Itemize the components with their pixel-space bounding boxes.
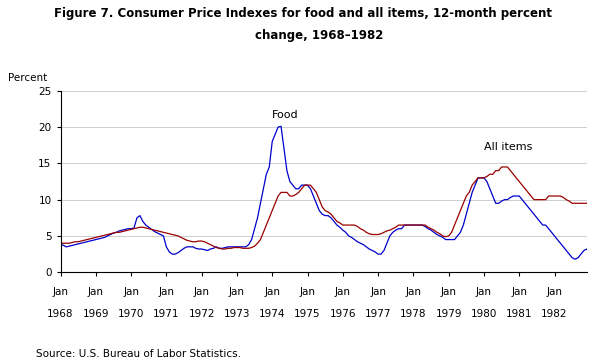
Text: 1975: 1975: [294, 309, 321, 319]
Text: Jan: Jan: [194, 287, 210, 297]
Text: Jan: Jan: [335, 287, 351, 297]
Text: 1978: 1978: [400, 309, 427, 319]
Text: Food: Food: [272, 110, 299, 121]
Text: Jan: Jan: [264, 287, 280, 297]
Text: 1970: 1970: [118, 309, 144, 319]
Text: Jan: Jan: [546, 287, 563, 297]
Text: Percent: Percent: [8, 73, 47, 83]
Text: 1968: 1968: [47, 309, 74, 319]
Text: 1971: 1971: [153, 309, 180, 319]
Text: 1974: 1974: [259, 309, 286, 319]
Text: 1973: 1973: [224, 309, 250, 319]
Text: Jan: Jan: [159, 287, 174, 297]
Text: Jan: Jan: [229, 287, 245, 297]
Text: 1969: 1969: [82, 309, 109, 319]
Text: Jan: Jan: [476, 287, 492, 297]
Text: Jan: Jan: [440, 287, 457, 297]
Text: Jan: Jan: [88, 287, 104, 297]
Text: 1981: 1981: [506, 309, 532, 319]
Text: 1976: 1976: [330, 309, 356, 319]
Text: 1972: 1972: [188, 309, 215, 319]
Text: All items: All items: [484, 142, 532, 152]
Text: 1980: 1980: [471, 309, 497, 319]
Text: Jan: Jan: [53, 287, 68, 297]
Text: Jan: Jan: [370, 287, 386, 297]
Text: Jan: Jan: [511, 287, 527, 297]
Text: change, 1968–1982: change, 1968–1982: [222, 29, 383, 42]
Text: Jan: Jan: [123, 287, 139, 297]
Text: Jan: Jan: [405, 287, 421, 297]
Text: Figure 7. Consumer Price Indexes for food and all items, 12-month percent: Figure 7. Consumer Price Indexes for foo…: [53, 7, 552, 20]
Text: Jan: Jan: [299, 287, 315, 297]
Text: 1977: 1977: [365, 309, 391, 319]
Text: 1979: 1979: [436, 309, 462, 319]
Text: Source: U.S. Bureau of Labor Statistics.: Source: U.S. Bureau of Labor Statistics.: [36, 349, 241, 359]
Text: 1982: 1982: [541, 309, 567, 319]
